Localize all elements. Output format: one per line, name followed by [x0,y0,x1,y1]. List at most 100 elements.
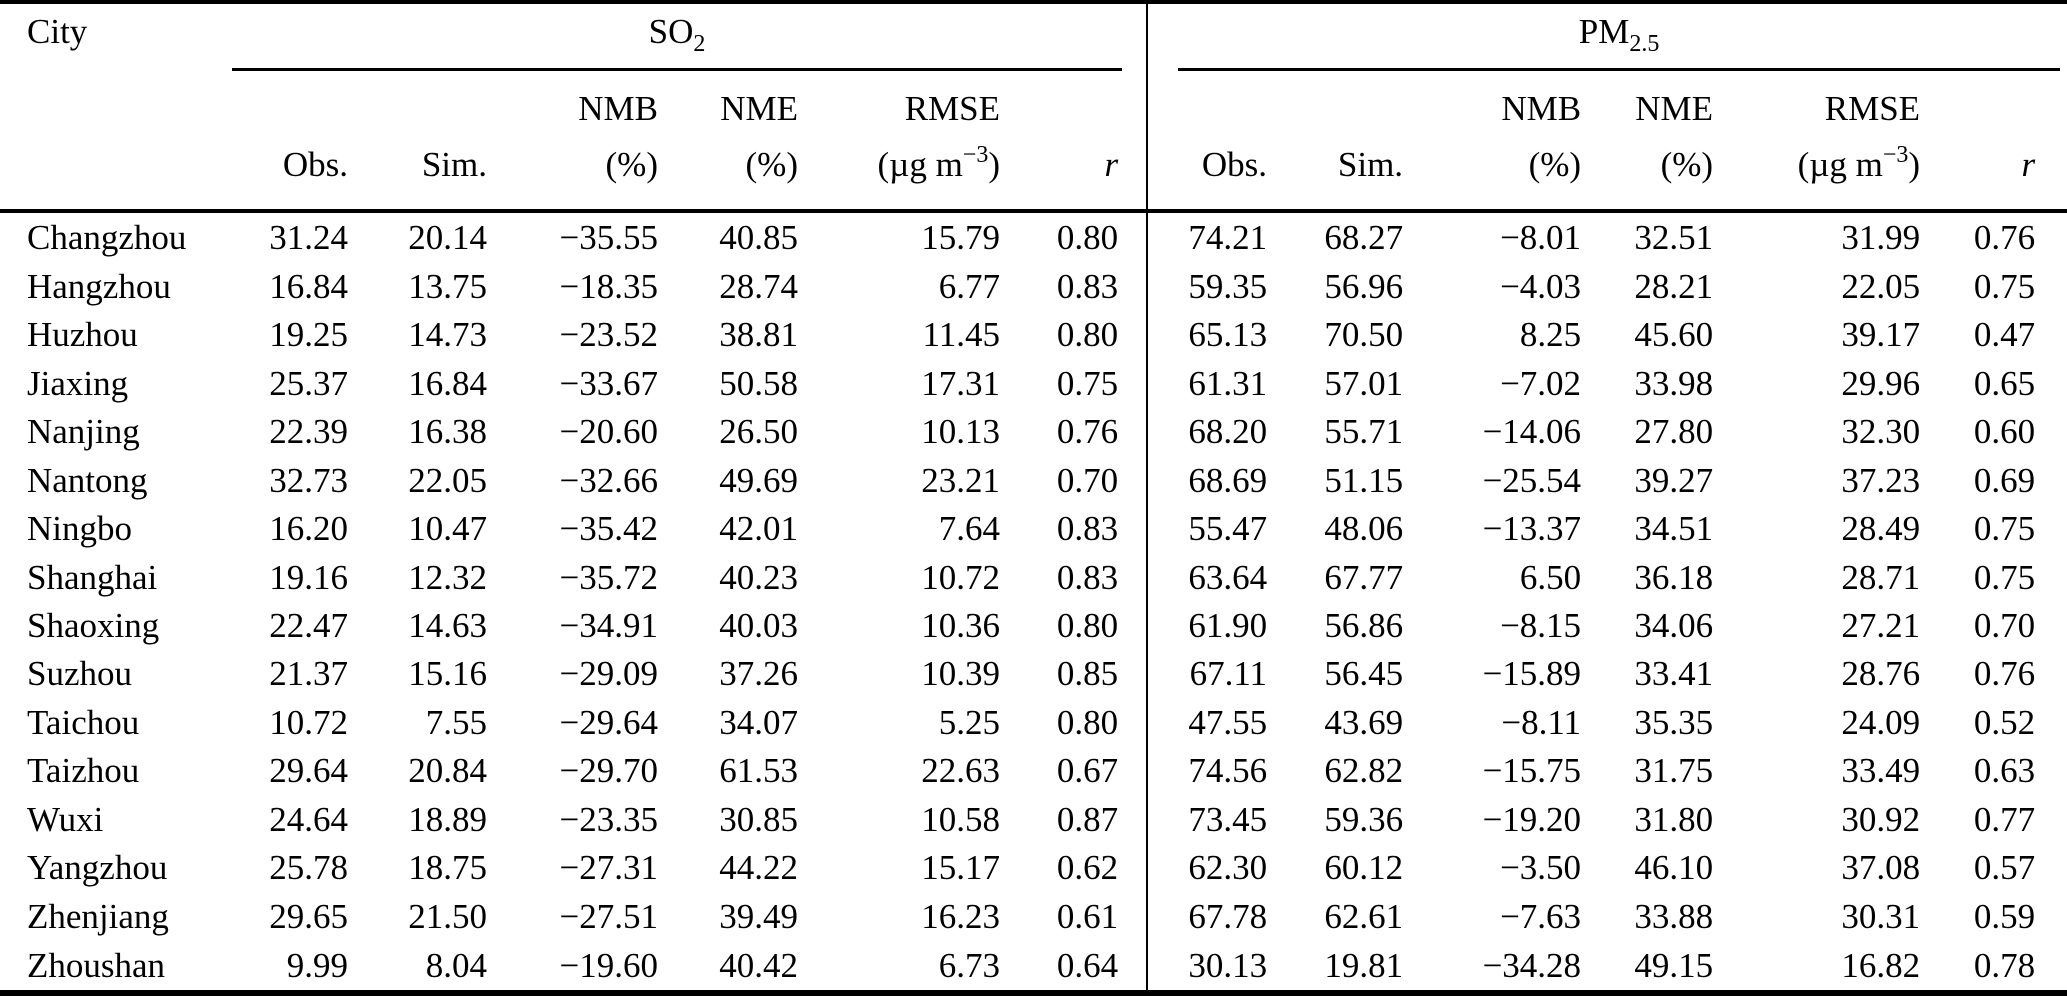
cell-city: Yangzhou [27,848,168,888]
cell-city: Zhoushan [27,945,166,985]
cell-pm25-nme: 39.27 [1634,460,1714,500]
cell-so2-nme: 44.22 [719,848,798,888]
cell-so2-rmse: 5.25 [938,702,1000,742]
cell-pm25-nmb: −8.01 [1500,218,1582,258]
cell-so2-rmse: 23.21 [921,460,1000,500]
cell-so2-nme: 61.53 [719,751,798,791]
cell-so2-rmse: 6.73 [938,945,1000,985]
cell-pm25-rmse: 27.21 [1841,605,1921,645]
table-header: City SO2 PM2.5 Obs. Sim. NMB (%) NME (%) R… [0,2,2067,213]
table-row: Ningbo 16.20 10.47 −35.42 42.01 7.64 0.8… [0,504,2067,553]
cell-so2-rmse: 22.63 [921,751,1000,791]
cell-pm25-nmb: −13.37 [1482,509,1582,549]
table-body: Changzhou 31.24 20.14 −35.55 40.85 15.79… [0,211,2067,993]
cell-so2-obs: 10.72 [269,702,348,742]
table-row: Nanjing 22.39 16.38 −20.60 26.50 10.13 0… [0,407,2067,456]
cell-pm25-obs: 47.55 [1188,702,1268,742]
cell-pm25-nmb: −15.89 [1482,654,1582,694]
cell-so2-nmb: −35.42 [559,509,659,549]
cell-so2-sim: 7.55 [425,702,487,742]
cell-pm25-r: 0.57 [1973,848,2036,888]
cell-so2-nme: 42.01 [719,509,798,549]
cell-so2-r: 0.75 [1006,359,1149,408]
cell-pm25-r: 0.60 [1973,412,2036,452]
cell-so2-obs: 19.25 [269,315,348,355]
cell-so2-nmb: −23.52 [559,315,659,355]
cell-so2-r: 0.67 [1006,746,1149,796]
cell-pm25-sim: 19.81 [1324,945,1404,985]
so2-r-header: r [1006,71,1149,213]
cell-pm25-rmse: 37.23 [1841,460,1921,500]
cell-pm25-nme: 33.41 [1634,654,1714,694]
cell-so2-nme: 40.42 [719,945,798,985]
cell-so2-rmse: 17.31 [921,363,1000,403]
cell-so2-obs: 22.39 [269,412,348,452]
cell-city: Jiaxing [27,363,129,403]
cell-so2-obs: 19.16 [269,557,348,597]
cell-city: Taichou [27,702,140,742]
cell-so2-nmb: −29.64 [559,702,659,742]
cell-so2-nmb: −27.51 [559,896,659,936]
pm25-label: PM2.5 [1578,12,1660,57]
cell-so2-r: 0.80 [1006,698,1149,747]
cell-pm25-rmse: 28.71 [1841,557,1921,597]
cell-pm25-nme: 27.80 [1634,412,1714,452]
cell-so2-r: 0.83 [1006,504,1149,553]
cell-pm25-rmse: 24.09 [1841,702,1921,742]
cell-so2-rmse: 6.77 [938,266,1000,306]
cell-pm25-obs: 59.35 [1188,266,1268,306]
cell-so2-nmb: −27.31 [559,848,659,888]
cell-so2-nme: 30.85 [719,799,798,839]
cell-pm25-obs: 74.21 [1188,218,1268,258]
cell-pm25-sim: 67.77 [1324,557,1404,597]
cell-pm25-obs: 67.11 [1189,654,1268,694]
cell-so2-sim: 18.75 [408,848,487,888]
cell-pm25-sim: 56.45 [1324,654,1404,694]
city-header-spacer [0,71,190,213]
cell-so2-rmse: 10.72 [921,557,1000,597]
table-row: Shanghai 19.16 12.32 −35.72 40.23 10.72 … [0,552,2067,602]
cell-so2-sim: 21.50 [408,896,487,936]
cell-pm25-rmse: 30.92 [1841,799,1921,839]
cell-pm25-nme: 33.98 [1634,363,1714,403]
cell-so2-nme: 38.81 [719,315,798,355]
cell-city: Shaoxing [27,605,160,645]
cell-so2-nme: 50.58 [719,363,798,403]
table-row: Huzhou 19.25 14.73 −23.52 38.81 11.45 0.… [0,310,2067,360]
table-row: Taizhou 29.64 20.84 −29.70 61.53 22.63 0… [0,746,2067,796]
pm25-nmb-header: NMB (%) [1409,71,1588,213]
cell-pm25-obs: 68.69 [1188,460,1268,500]
cell-pm25-r: 0.75 [1973,557,2036,597]
cell-pm25-nme: 35.35 [1634,702,1714,742]
cell-pm25-nme: 34.51 [1634,509,1714,549]
cell-so2-nmb: −19.60 [559,945,659,985]
cell-pm25-nme: 46.10 [1634,848,1714,888]
cell-pm25-nmb: 8.25 [1519,315,1582,355]
cell-pm25-nmb: −34.28 [1482,945,1582,985]
cell-so2-rmse: 7.64 [938,509,1000,549]
cell-so2-nmb: −29.09 [559,654,659,694]
cell-so2-r: 0.85 [1006,649,1149,699]
cell-pm25-sim: 43.69 [1324,702,1404,742]
cell-pm25-nme: 31.80 [1634,799,1714,839]
table-row: Hangzhou 16.84 13.75 −18.35 28.74 6.77 0… [0,262,2067,311]
cell-so2-nmb: −18.35 [559,266,659,306]
cell-city: Hangzhou [27,266,171,306]
cell-so2-obs: 25.37 [269,363,348,403]
cell-pm25-nme: 49.15 [1634,945,1714,985]
cell-so2-r: 0.70 [1006,455,1149,505]
cell-pm25-sim: 56.96 [1324,266,1404,306]
cell-pm25-sim: 62.82 [1324,751,1404,791]
cell-so2-nme: 40.23 [719,557,798,597]
cell-pm25-sim: 59.36 [1324,799,1404,839]
cell-so2-obs: 9.99 [286,945,348,985]
cell-so2-sim: 12.32 [408,557,487,597]
cell-city: Suzhou [27,654,132,694]
cell-pm25-r: 0.63 [1973,751,2036,791]
cell-pm25-rmse: 32.30 [1841,412,1921,452]
cell-pm25-r: 0.76 [1973,654,2036,694]
cell-pm25-nme: 45.60 [1634,315,1714,355]
cell-pm25-sim: 57.01 [1324,363,1404,403]
cell-so2-sim: 10.47 [408,509,487,549]
